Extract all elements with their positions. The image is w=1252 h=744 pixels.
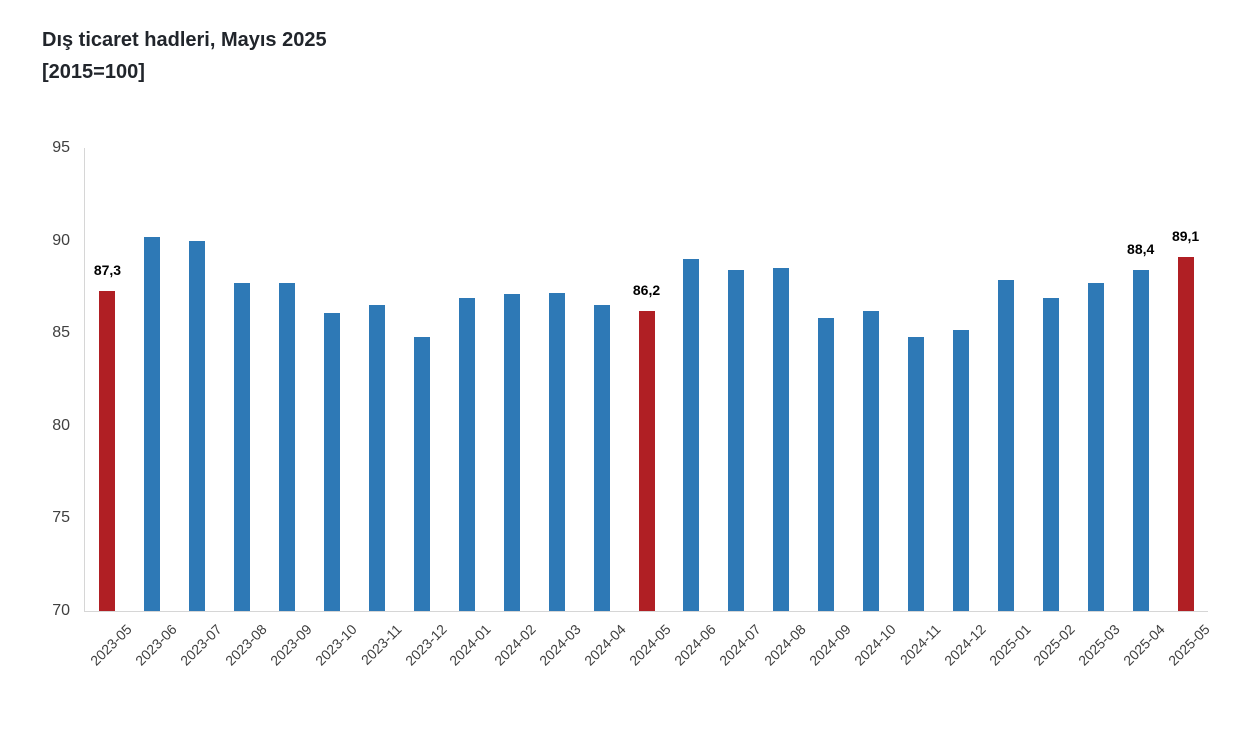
x-tick-label-2024-11: 2024-11 bbox=[896, 621, 944, 668]
x-tick-label-2024-08: 2024-08 bbox=[760, 621, 809, 669]
bar-2025-03 bbox=[1087, 283, 1104, 611]
bar-2024-04 bbox=[593, 305, 610, 611]
bar-2024-09 bbox=[818, 318, 835, 611]
y-tick-label: 85 bbox=[52, 324, 70, 342]
title-block: Dış ticaret hadleri, Mayıs 2025 [2015=10… bbox=[42, 24, 327, 88]
bar-value-label-2023-05: 87,3 bbox=[93, 261, 122, 278]
x-tick-label-2024-10: 2024-10 bbox=[850, 621, 899, 669]
y-tick-label: 70 bbox=[52, 602, 70, 619]
x-tick-label-2024-01: 2024-01 bbox=[446, 621, 495, 669]
bar-2024-08 bbox=[773, 268, 790, 611]
bars-container: 87,3 2023-05 2023-06 2023-07 2023-08 2023-09 2… bbox=[85, 148, 1213, 669]
x-tick-label-2025-01: 2025-01 bbox=[985, 621, 1034, 669]
bar-2024-10 bbox=[863, 311, 880, 611]
bar-value-label-2025-05: 89,1 bbox=[1171, 228, 1200, 245]
bar-slot-2024-10: 2024-10 bbox=[849, 148, 898, 669]
bar-2025-05 bbox=[1177, 257, 1194, 611]
chart-title: Dış ticaret hadleri, Mayıs 2025 bbox=[42, 29, 327, 51]
x-tick-label-2023-10: 2023-10 bbox=[311, 621, 360, 669]
x-tick-label-2023-12: 2023-12 bbox=[401, 621, 450, 669]
y-axis-line bbox=[84, 148, 85, 611]
bar-slot-2024-06: 2024-06 bbox=[669, 148, 719, 669]
bar-2023-05 bbox=[99, 290, 116, 611]
x-tick-label-2025-04: 2025-04 bbox=[1120, 621, 1168, 669]
bar-slot-2025-02: 2025-02 bbox=[1028, 148, 1078, 669]
y-tick-label: 95 bbox=[52, 139, 70, 156]
bar-slot-2025-03: 2025-03 bbox=[1073, 148, 1123, 669]
bar-slot-2024-04: 2024-04 bbox=[579, 148, 629, 669]
x-tick-label-2023-08: 2023-08 bbox=[221, 621, 270, 669]
bar-slot-2023-08: 2023-08 bbox=[220, 148, 270, 669]
x-tick-label-2025-03: 2025-03 bbox=[1075, 621, 1124, 669]
bar-2024-11 bbox=[908, 336, 925, 611]
x-axis-line bbox=[84, 611, 1208, 612]
x-tick-label-2024-05: 2024-05 bbox=[626, 621, 674, 669]
bar-2024-05 bbox=[638, 311, 655, 611]
x-tick-label-2024-09: 2024-09 bbox=[805, 621, 854, 669]
bar-2024-12 bbox=[952, 329, 969, 611]
bar-2025-02 bbox=[1042, 298, 1059, 611]
bar-slot-2024-01: 2024-01 bbox=[444, 148, 494, 669]
chart-subtitle: [2015=100] bbox=[42, 61, 145, 83]
bar-slot-2023-10: 2023-10 bbox=[310, 148, 359, 669]
bar-2023-08 bbox=[234, 283, 251, 611]
bar-2023-07 bbox=[189, 240, 206, 611]
bar-slot-2023-11: 2023-11 bbox=[355, 148, 404, 668]
x-tick-label-2024-02: 2024-02 bbox=[491, 621, 540, 669]
bar-value-label-2024-05: 86,2 bbox=[632, 281, 661, 298]
x-tick-label-2023-09: 2023-09 bbox=[266, 621, 315, 669]
bar-slot-2023-12: 2023-12 bbox=[399, 148, 449, 669]
bar-2024-02 bbox=[503, 294, 520, 611]
bar-slot-2023-07: 2023-07 bbox=[175, 148, 225, 669]
bar-2024-06 bbox=[683, 259, 700, 611]
bar-slot-2025-01: 2025-01 bbox=[983, 148, 1033, 669]
x-tick-label-2024-04: 2024-04 bbox=[581, 621, 629, 669]
bar-2023-06 bbox=[144, 236, 161, 611]
bar-slot-2024-12: 2024-12 bbox=[939, 148, 988, 669]
x-tick-label-2023-05: 2023-05 bbox=[87, 621, 135, 669]
x-tick-label-2023-11: 2023-11 bbox=[357, 621, 405, 668]
x-tick-label-2025-02: 2025-02 bbox=[1030, 621, 1079, 669]
x-tick-label-2024-12: 2024-12 bbox=[940, 621, 989, 669]
bar-slot-2023-06: 2023-06 bbox=[130, 148, 180, 669]
bar-slot-2023-05: 87,3 2023-05 bbox=[85, 148, 135, 669]
bar-2023-09 bbox=[279, 283, 296, 611]
bar-slot-2025-05: 89,1 2025-05 bbox=[1163, 148, 1213, 668]
bar-slot-2024-05: 86,2 2024-05 bbox=[624, 148, 674, 669]
bar-slot-2024-11: 2024-11 bbox=[894, 148, 943, 668]
y-tick-label: 90 bbox=[52, 231, 70, 249]
bar-2023-10 bbox=[324, 312, 341, 611]
bar-2024-03 bbox=[548, 292, 565, 611]
y-tick-label: 80 bbox=[52, 416, 70, 434]
bar-2023-11 bbox=[368, 305, 385, 611]
bar-slot-2024-08: 2024-08 bbox=[759, 148, 809, 669]
x-tick-label-2024-06: 2024-06 bbox=[671, 621, 719, 669]
bar-2024-07 bbox=[728, 270, 745, 611]
x-tick-label-2023-07: 2023-07 bbox=[176, 621, 225, 669]
bar-value-label-2025-04: 88,4 bbox=[1127, 241, 1155, 258]
bar-2024-01 bbox=[458, 298, 475, 611]
x-tick-label-2024-03: 2024-03 bbox=[536, 621, 585, 669]
plot-area: 70 75 80 85 90 95 87,3 2023-05 2023-06 2023-07 20… bbox=[52, 139, 1213, 669]
x-tick-label-2023-06: 2023-06 bbox=[132, 621, 180, 669]
x-tick-label-2025-05: 2025-05 bbox=[1165, 621, 1213, 669]
bar-slot-2025-04: 88,4 2025-04 bbox=[1118, 148, 1168, 668]
x-tick-label-2024-07: 2024-07 bbox=[716, 621, 764, 669]
bar-slot-2024-02: 2024-02 bbox=[489, 148, 539, 669]
y-tick-label: 75 bbox=[52, 509, 70, 527]
bar-2025-04 bbox=[1132, 270, 1149, 611]
bar-slot-2024-07: 2024-07 bbox=[714, 148, 764, 669]
bar-2025-01 bbox=[997, 279, 1014, 611]
bar-2023-12 bbox=[413, 336, 430, 611]
bar-slot-2023-09: 2023-09 bbox=[265, 148, 314, 669]
bar-slot-2024-03: 2024-03 bbox=[534, 148, 584, 669]
bar-slot-2024-09: 2024-09 bbox=[804, 148, 854, 669]
